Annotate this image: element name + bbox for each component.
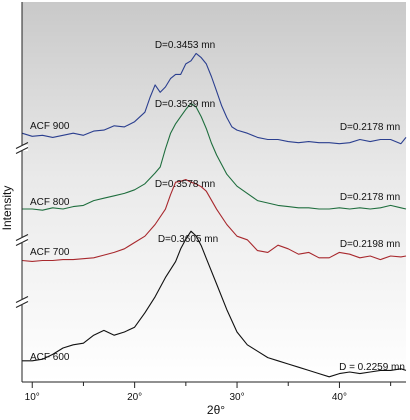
series-line-acf-800: [22, 102, 407, 211]
axis-break-gap: [16, 299, 28, 305]
label-layer: ACF 900 D=0.3453 mn D=0.2178 mn ACF 800 D=0.…: [30, 40, 405, 373]
axis-break-mark: [15, 234, 29, 241]
x-axis-title: 2θ°: [207, 403, 225, 417]
peak-d-label: D=0.3578 mn: [155, 179, 215, 190]
series-name-label: ACF 600: [30, 352, 70, 363]
end-d-label: D = 0.2259 mn: [339, 362, 405, 373]
x-tick-label: 30°: [229, 392, 244, 403]
axis-break-gap: [16, 145, 28, 151]
axis-break-mark: [15, 147, 29, 154]
y-axis-title: Intensity: [0, 186, 14, 231]
series-line-acf-600: [22, 230, 407, 378]
series-line-acf-900: [21, 52, 407, 145]
axis-break-layer: [15, 142, 29, 308]
x-tick-layer: 10° 20° 30° 40°: [25, 382, 392, 403]
x-tick-label: 40°: [332, 392, 347, 403]
axis-break-gap: [16, 237, 28, 243]
series-name-label: ACF 800: [30, 197, 70, 208]
axis-layer: [21, 2, 406, 383]
end-d-label: D=0.2178 mn: [340, 122, 400, 133]
x-tick-label: 10°: [25, 392, 40, 403]
axis-break-mark: [15, 142, 29, 149]
peak-d-label: D=0.3605 mn: [158, 234, 218, 245]
axis-break-mark: [15, 296, 29, 303]
end-d-label: D=0.2198 mn: [340, 239, 400, 250]
plot-background: [22, 2, 406, 382]
series-layer: [21, 52, 407, 378]
end-d-label: D=0.2178 mn: [340, 192, 400, 203]
series-name-label: ACF 700: [30, 247, 70, 258]
peak-d-label: D=0.3539 mn: [155, 99, 215, 110]
series-name-label: ACF 900: [30, 121, 70, 132]
series-line-acf-700: [21, 178, 407, 262]
axis-break-mark: [15, 301, 29, 308]
axis-break-mark: [15, 239, 29, 246]
x-tick-label: 20°: [127, 392, 142, 403]
peak-d-label: D=0.3453 mn: [155, 40, 215, 51]
